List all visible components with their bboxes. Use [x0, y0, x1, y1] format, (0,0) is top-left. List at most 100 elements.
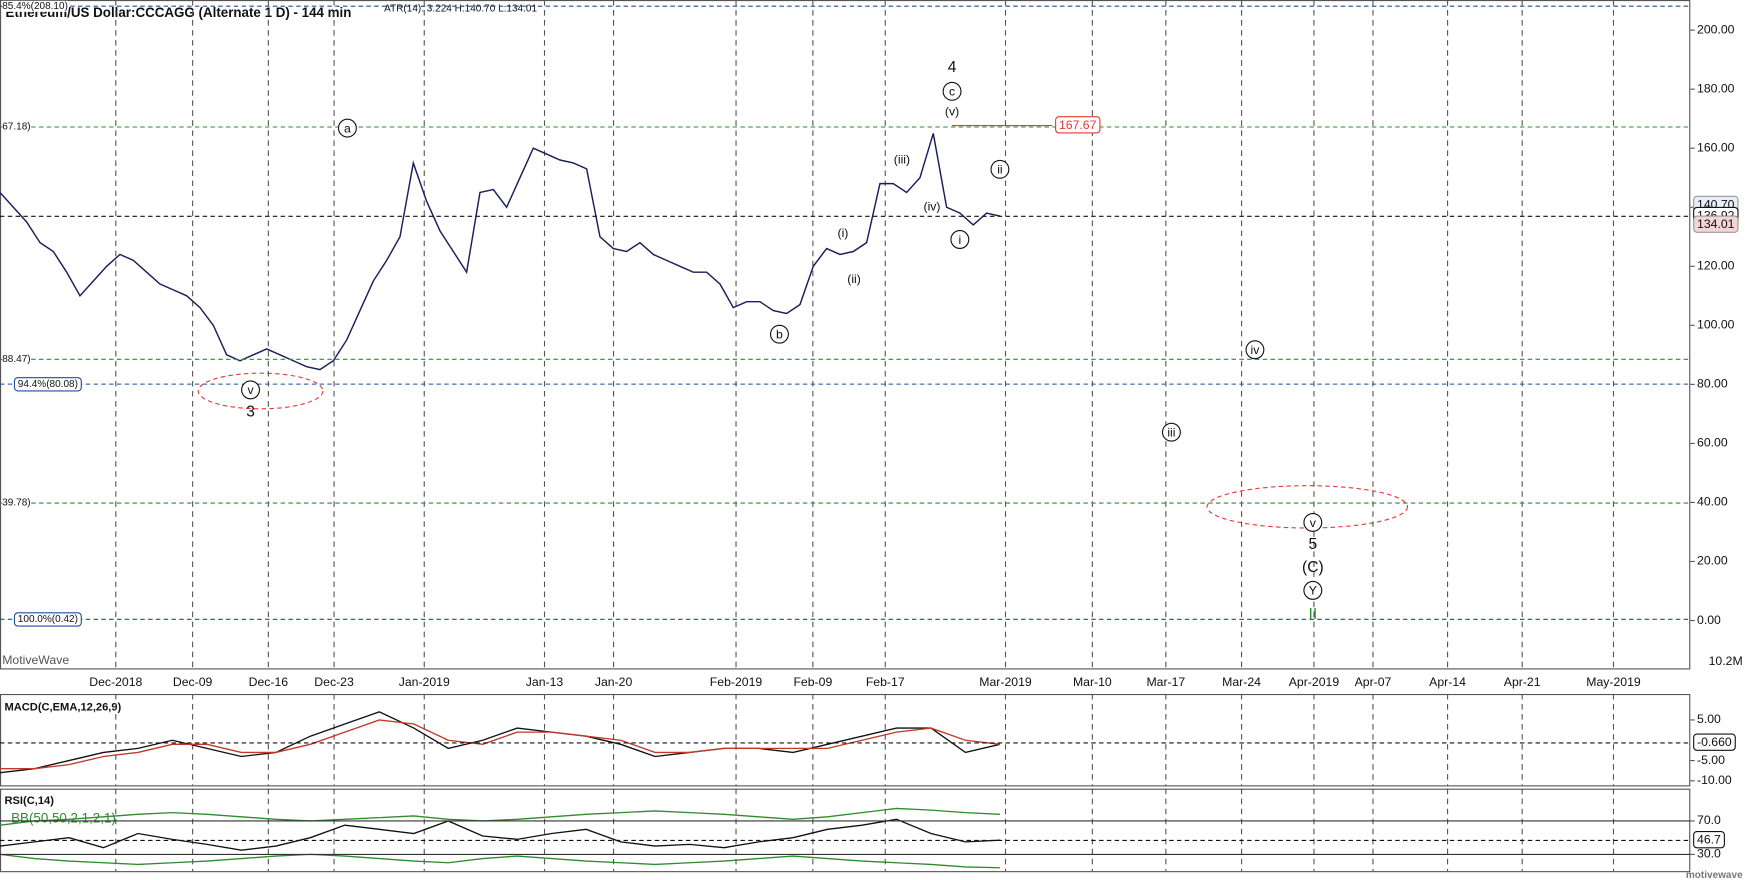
label-box [1693, 733, 1736, 751]
label-bg [2, 497, 31, 509]
macd-panel [0, 693, 1691, 787]
y-tick-label: -5.00 [1697, 753, 1725, 767]
series-line [0, 133, 1001, 371]
x-tick-label: Apr-07 [1355, 675, 1392, 689]
level-label: 67.18) [2, 122, 30, 133]
x-tick-label: Feb-17 [866, 675, 905, 689]
y-tick-label: 20.00 [1697, 554, 1728, 568]
wave-circle [1161, 422, 1181, 442]
x-tick-label: Mar-24 [1222, 675, 1261, 689]
y-tick-label: 60.00 [1697, 436, 1728, 450]
series-line [0, 853, 1000, 869]
level-label: 85.4%(208.10) [2, 1, 68, 12]
x-tick-label: Feb-2019 [710, 675, 763, 689]
wave-circle [942, 81, 962, 101]
wave-circle [769, 324, 789, 344]
y-tick-label: 200.00 [1697, 22, 1735, 36]
wave-circle [1303, 512, 1323, 532]
label-bg [2, 0, 68, 12]
wave-label: v [1310, 516, 1317, 530]
label-box [1693, 215, 1739, 233]
wave-label: 5 [1309, 536, 1318, 553]
price-panel [0, 0, 1691, 670]
panel-title: RSI(C,14) [4, 795, 54, 807]
y-tick-label: 5.00 [1697, 712, 1721, 726]
wave-label: (v) [945, 105, 959, 119]
wave-circle [337, 118, 357, 138]
rsi-panel [0, 788, 1691, 873]
x-tick-label: Dec-2018 [89, 675, 142, 689]
wave-circle [990, 159, 1010, 179]
wave-label: i [958, 233, 961, 247]
wave-label: 3 [246, 403, 255, 420]
wave-label: (ii) [847, 272, 861, 286]
wave-circle [1245, 340, 1265, 360]
x-tick-label: Dec-16 [249, 675, 289, 689]
x-tick-label: Mar-17 [1146, 675, 1185, 689]
level-label: 100.0%(0.42) [18, 614, 78, 625]
level-label: 88.47) [2, 354, 30, 365]
x-tick-label: Jan-2019 [399, 675, 450, 689]
y-tick-label: 70.0 [1697, 813, 1721, 827]
wave-circle [241, 380, 261, 400]
y-tick-label: 120.00 [1697, 259, 1735, 273]
wave-label: c [949, 85, 955, 99]
wave-circle [950, 230, 970, 249]
y-tick-label: 40.00 [1697, 495, 1728, 509]
wave-circle [1303, 580, 1323, 600]
last-label: -0.660 [1697, 735, 1732, 749]
y-tick-label: -10.00 [1697, 773, 1732, 787]
x-tick-label: Mar-10 [1073, 675, 1112, 689]
wave-label: b [776, 328, 783, 342]
level-label: 94.4%(80.08) [18, 379, 78, 390]
label-box [13, 612, 82, 627]
price-label: 134.01 [1697, 217, 1735, 231]
label-box [1693, 831, 1725, 849]
wave-label: (iii) [894, 153, 910, 167]
x-tick-label: May-2019 [1586, 675, 1641, 689]
y-tick-label: 100.00 [1697, 318, 1735, 332]
wave-label: II [1309, 606, 1318, 623]
wave-label: (iv) [924, 199, 941, 213]
series-line [0, 807, 1000, 826]
wave-label: iii [1167, 426, 1175, 440]
series-line [0, 818, 1000, 851]
watermark: motivewave [1686, 870, 1743, 880]
level-label: 39.78) [2, 498, 30, 509]
wave-label: iv [1251, 343, 1261, 357]
wave-label: (i) [837, 226, 848, 240]
label-bg [2, 353, 31, 366]
y-tick-label: 160.00 [1697, 140, 1735, 154]
wave-label: v [247, 383, 254, 397]
x-tick-label: Feb-09 [793, 675, 832, 689]
x-tick-label: Apr-14 [1429, 675, 1466, 689]
chart-title: Ethereum/US Dollar:CCCAGG (Alternate 1 D… [6, 5, 352, 20]
target-ellipse [197, 372, 324, 410]
y-tick-label: 30.0 [1697, 847, 1721, 861]
label-box [1055, 116, 1101, 134]
x-tick-label: Dec-23 [314, 675, 354, 689]
peak-label: 167.67 [1059, 118, 1097, 132]
x-tick-label: Dec-09 [173, 675, 213, 689]
x-tick-label: Apr-21 [1504, 675, 1541, 689]
last-label: 46.7 [1697, 833, 1721, 847]
wave-label: Y [1309, 584, 1317, 598]
x-tick-label: Apr-2019 [1289, 675, 1340, 689]
brand: MotiveWave [2, 653, 69, 667]
x-tick-label: Jan-13 [526, 675, 564, 689]
y-tick-label: 180.00 [1697, 81, 1735, 95]
panel-subtitle: BB(50,50,2,1,2,1) [11, 810, 116, 825]
wave-label: (C) [1302, 559, 1324, 576]
label-box [13, 377, 82, 392]
y-tick-label: 0.00 [1697, 613, 1721, 627]
subtitle: ATR(14): 3.224 H:140.70 L:134.01 [384, 4, 537, 15]
volume-label: 10.2M [1709, 654, 1743, 668]
wave-label: ii [997, 163, 1002, 177]
x-tick-label: Mar-2019 [979, 675, 1032, 689]
x-tick-label: Jan-20 [595, 675, 633, 689]
label-bg [2, 121, 31, 133]
y-tick-label: 80.00 [1697, 377, 1728, 391]
